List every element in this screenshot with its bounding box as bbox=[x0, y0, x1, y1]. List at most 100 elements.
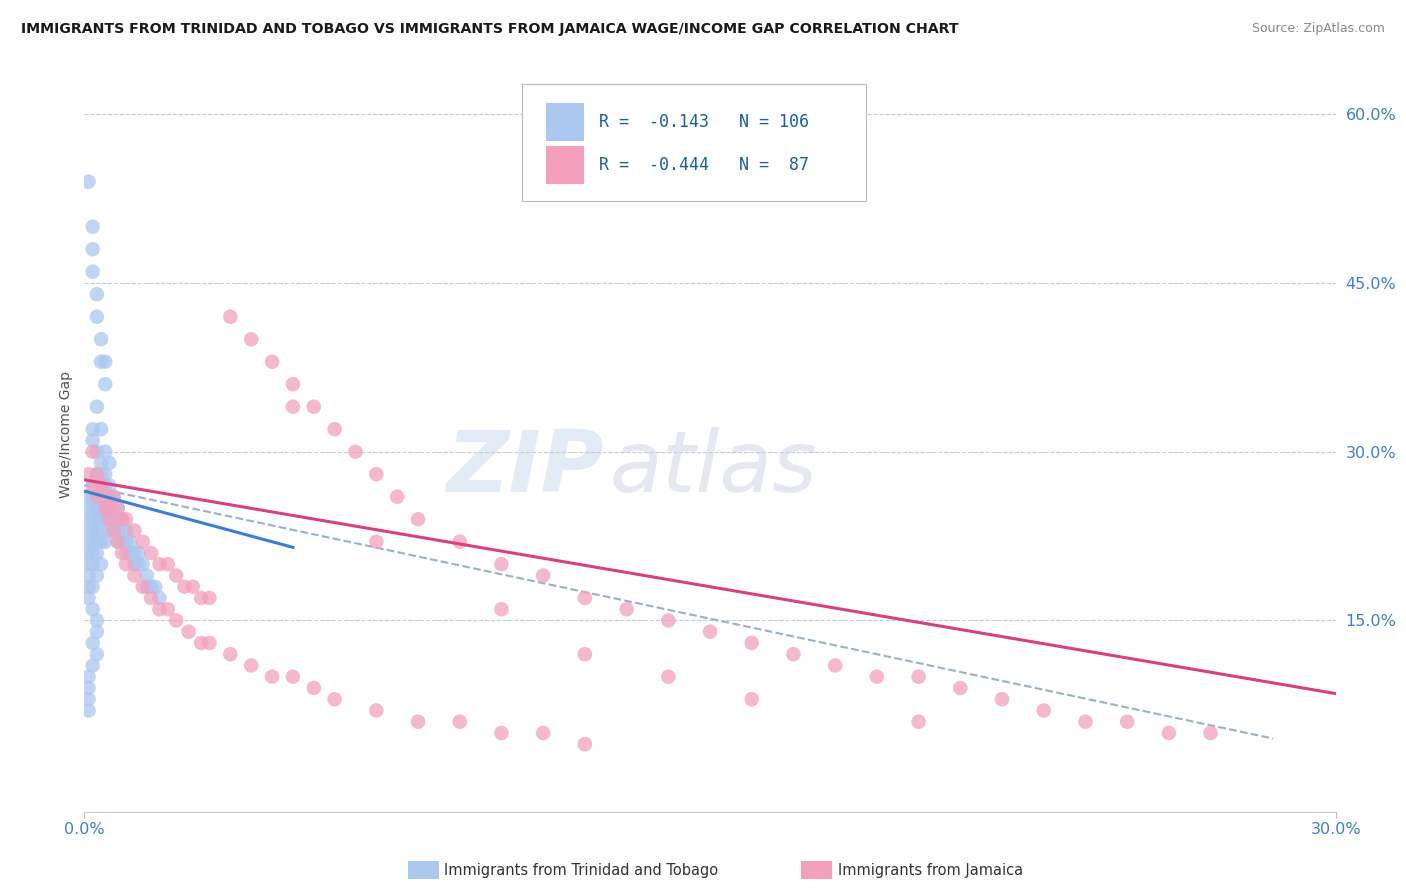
Point bbox=[344, 444, 367, 458]
Point bbox=[866, 670, 889, 684]
Point bbox=[574, 737, 596, 751]
Point bbox=[148, 558, 170, 572]
Point bbox=[77, 546, 100, 560]
Point bbox=[90, 456, 112, 470]
Point bbox=[124, 558, 146, 572]
Point bbox=[240, 658, 263, 673]
Point bbox=[82, 478, 104, 492]
Point bbox=[94, 377, 117, 392]
Point bbox=[98, 512, 121, 526]
FancyBboxPatch shape bbox=[523, 85, 866, 202]
Point bbox=[98, 524, 121, 538]
Point bbox=[107, 512, 129, 526]
Point bbox=[449, 714, 471, 729]
Point bbox=[77, 558, 100, 572]
Point bbox=[86, 624, 108, 639]
Point bbox=[115, 546, 138, 560]
Point bbox=[190, 591, 212, 605]
Point bbox=[406, 512, 429, 526]
Point bbox=[86, 500, 108, 515]
Point bbox=[82, 636, 104, 650]
Point bbox=[173, 580, 195, 594]
Point bbox=[94, 534, 117, 549]
Point bbox=[115, 558, 138, 572]
Point bbox=[86, 647, 108, 661]
Point bbox=[139, 546, 162, 560]
Point bbox=[77, 670, 100, 684]
Point bbox=[281, 400, 304, 414]
Point bbox=[82, 242, 104, 256]
Point bbox=[699, 624, 721, 639]
Point bbox=[103, 500, 125, 515]
Point bbox=[77, 681, 100, 695]
Text: IMMIGRANTS FROM TRINIDAD AND TOBAGO VS IMMIGRANTS FROM JAMAICA WAGE/INCOME GAP C: IMMIGRANTS FROM TRINIDAD AND TOBAGO VS I… bbox=[21, 22, 959, 37]
Point bbox=[82, 422, 104, 436]
Point bbox=[120, 546, 142, 560]
Point bbox=[1116, 714, 1139, 729]
Point bbox=[77, 467, 100, 482]
Point bbox=[98, 478, 121, 492]
Point bbox=[94, 478, 117, 492]
Point bbox=[782, 647, 804, 661]
Point bbox=[77, 512, 100, 526]
Point bbox=[136, 580, 159, 594]
Point bbox=[98, 456, 121, 470]
Point bbox=[111, 546, 134, 560]
Point bbox=[94, 500, 117, 515]
Point bbox=[1032, 703, 1054, 717]
Point bbox=[86, 524, 108, 538]
Point bbox=[90, 332, 112, 346]
Point bbox=[181, 580, 204, 594]
Point bbox=[165, 614, 187, 628]
Point bbox=[491, 726, 513, 740]
Point bbox=[82, 490, 104, 504]
Point bbox=[111, 534, 134, 549]
Point bbox=[82, 524, 104, 538]
Point bbox=[90, 558, 112, 572]
Point bbox=[90, 355, 112, 369]
Point bbox=[77, 534, 100, 549]
Text: R =  -0.444   N =  87: R = -0.444 N = 87 bbox=[599, 156, 808, 174]
Point bbox=[103, 490, 125, 504]
Point bbox=[323, 422, 346, 436]
Point bbox=[115, 512, 138, 526]
Point bbox=[132, 558, 155, 572]
Point bbox=[128, 546, 150, 560]
Point bbox=[824, 658, 846, 673]
Point bbox=[132, 534, 155, 549]
Point bbox=[90, 478, 112, 492]
Point bbox=[262, 670, 284, 684]
Point bbox=[77, 692, 100, 706]
Point bbox=[139, 580, 162, 594]
Point bbox=[77, 591, 100, 605]
Point bbox=[302, 400, 325, 414]
Point bbox=[262, 355, 284, 369]
Text: ZIP: ZIP bbox=[446, 427, 603, 510]
Point bbox=[491, 558, 513, 572]
Point bbox=[86, 400, 108, 414]
Point bbox=[103, 512, 125, 526]
Point bbox=[949, 681, 972, 695]
Point bbox=[657, 670, 679, 684]
Point bbox=[107, 534, 129, 549]
Point bbox=[82, 580, 104, 594]
Point bbox=[449, 534, 471, 549]
Point bbox=[103, 512, 125, 526]
Point bbox=[77, 580, 100, 594]
Point bbox=[240, 332, 263, 346]
Point bbox=[86, 467, 108, 482]
Point bbox=[281, 377, 304, 392]
Y-axis label: Wage/Income Gap: Wage/Income Gap bbox=[59, 371, 73, 499]
Point bbox=[366, 534, 388, 549]
Point bbox=[107, 524, 129, 538]
Point bbox=[136, 568, 159, 582]
Point bbox=[741, 692, 763, 706]
Point bbox=[86, 614, 108, 628]
Point bbox=[86, 467, 108, 482]
Point bbox=[82, 219, 104, 234]
Point bbox=[94, 512, 117, 526]
Point bbox=[1199, 726, 1222, 740]
Point bbox=[156, 558, 179, 572]
Point bbox=[616, 602, 638, 616]
Point bbox=[86, 512, 108, 526]
